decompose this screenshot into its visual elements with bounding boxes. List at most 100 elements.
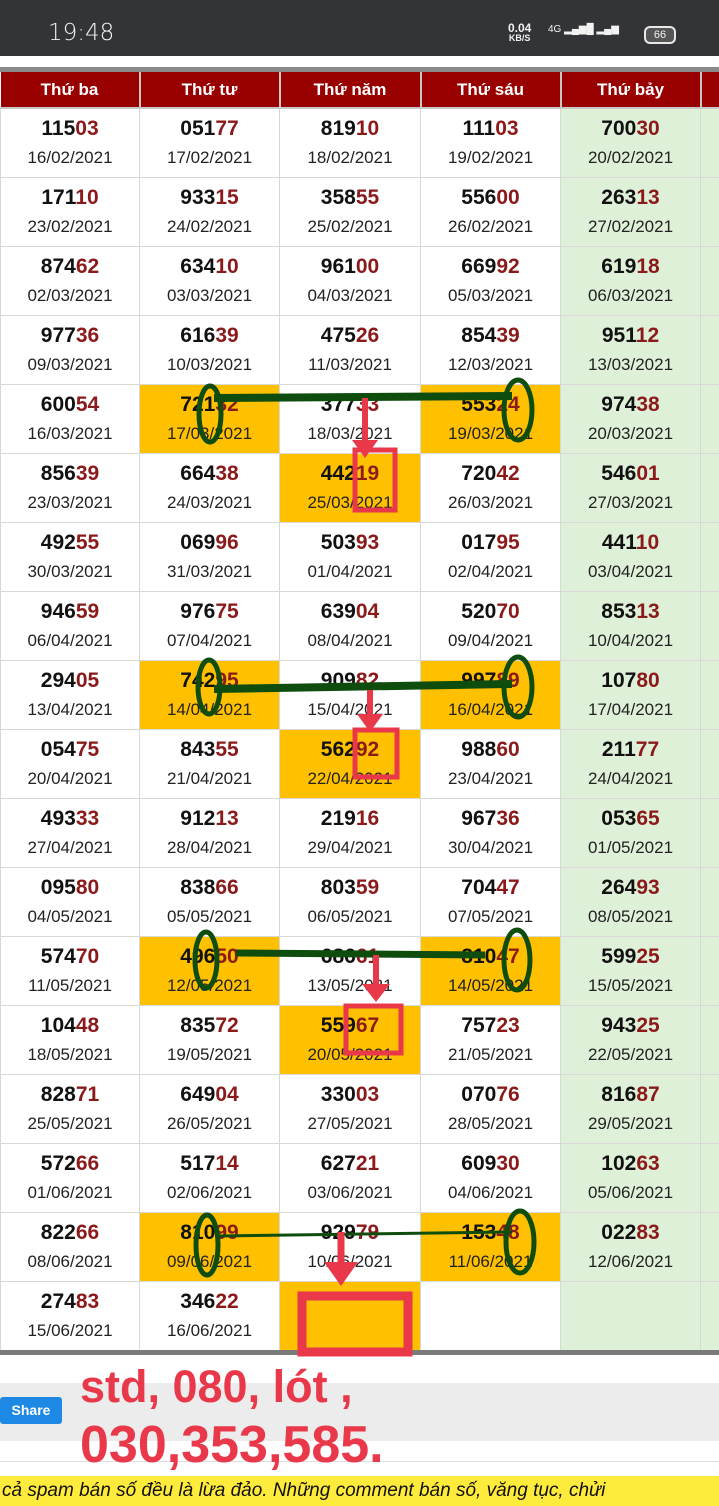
result-number: 01795: [421, 531, 560, 555]
number-head: 053: [601, 807, 637, 830]
number-tail: 03: [75, 117, 99, 141]
result-date: 07/05/2021: [447, 907, 534, 926]
number-head: 686: [320, 945, 356, 968]
result-cell: 35855 25/02/2021: [279, 176, 421, 247]
number-head: 720: [461, 462, 497, 485]
extra-cell: [700, 797, 719, 868]
result-number: 52070: [421, 600, 560, 624]
number-head: 219: [320, 807, 356, 830]
result-number: 75723: [421, 1014, 560, 1038]
result-date: 03/04/2021: [587, 562, 674, 581]
result-cell: 82266 08/06/2021: [0, 1211, 140, 1282]
number-tail: 25: [636, 945, 660, 968]
share-button[interactable]: Share: [0, 1397, 62, 1424]
number-head: 559: [320, 1014, 356, 1037]
number-tail: 47: [496, 876, 520, 899]
number-tail: 00: [496, 186, 520, 209]
number-head: 263: [601, 186, 637, 209]
result-number: 44110: [561, 531, 700, 555]
number-head: 054: [40, 738, 76, 761]
number-tail: 33: [355, 393, 380, 416]
number-head: 111: [462, 117, 496, 141]
number-head: 974: [601, 393, 637, 416]
number-tail: 72: [215, 1014, 239, 1037]
result-cell: 49255 30/03/2021: [0, 521, 140, 592]
result-number: 05177: [140, 117, 279, 141]
number-tail: 80: [75, 876, 100, 899]
number-head: 649: [180, 1083, 216, 1106]
result-cell: 26493 08/05/2021: [560, 866, 701, 937]
result-number: 26313: [561, 186, 700, 210]
number-tail: 55: [75, 531, 100, 554]
number-head: 828: [40, 1083, 76, 1106]
result-cell: 96100 04/03/2021: [279, 245, 421, 316]
number-tail: 10: [215, 255, 239, 278]
number-tail: 24: [496, 393, 520, 416]
result-cell: 80359 06/05/2021: [279, 866, 421, 937]
result-date: 08/06/2021: [27, 1252, 113, 1271]
table-row: 60054 16/03/2021 72132 17/03/2021 37733 18/03…: [0, 383, 719, 454]
divider: [0, 1350, 719, 1355]
number-tail: 14: [215, 1152, 239, 1175]
result-date: 15/06/2021: [27, 1321, 113, 1340]
result-number: 81047: [421, 945, 560, 969]
number-head: 274: [40, 1290, 76, 1313]
number-head: 988: [461, 738, 497, 761]
result-date: 17/03/2021: [166, 424, 253, 443]
result-number: 72042: [421, 462, 560, 486]
number-head: 095: [40, 876, 76, 899]
results-table: Thứ ba Thứ tư Thứ năm Thứ sáu Thứ bảy 11503 1…: [0, 72, 719, 1351]
result-date: 27/02/2021: [587, 217, 674, 236]
result-cell: 62721 03/06/2021: [279, 1142, 421, 1213]
result-cell: 11503 16/02/2021: [0, 107, 140, 178]
number-tail: 59: [75, 600, 100, 623]
result-cell: 10263 05/06/2021: [560, 1142, 701, 1213]
result-cell: [420, 1280, 561, 1351]
result-cell: 97675 07/04/2021: [139, 590, 280, 661]
number-head: 562: [320, 738, 356, 761]
number-tail: 10: [75, 186, 99, 209]
result-cell: 02283 12/06/2021: [560, 1211, 701, 1282]
number-head: 475: [320, 324, 356, 347]
result-number: 05365: [561, 807, 700, 831]
number-tail: 39: [496, 324, 520, 347]
result-cell: 82871 25/05/2021: [0, 1073, 140, 1144]
number-head: 976: [180, 600, 216, 623]
result-cell: 75723 21/05/2021: [420, 1004, 561, 1075]
result-cell: 63410 03/03/2021: [139, 245, 280, 316]
result-date: 01/04/2021: [307, 562, 393, 581]
result-cell: 85313 10/04/2021: [560, 590, 701, 661]
result-date: 10/04/2021: [587, 631, 674, 650]
result-number: 85313: [561, 600, 700, 624]
result-cell: 94325 22/05/2021: [560, 1004, 701, 1075]
result-number: 60054: [1, 393, 139, 417]
number-head: 700: [601, 117, 637, 141]
result-number: 97438: [561, 393, 700, 417]
result-date: 25/05/2021: [27, 1114, 113, 1133]
result-cell: 51714 02/06/2021: [139, 1142, 280, 1213]
result-number: 49650: [140, 945, 279, 969]
result-cell: 34622 16/06/2021: [139, 1280, 280, 1351]
battery-icon: 66: [644, 26, 676, 44]
result-number: 57470: [1, 945, 139, 969]
result-number: 10263: [561, 1152, 700, 1176]
result-cell: 11103 19/02/2021: [420, 107, 561, 178]
result-cell: 94659 06/04/2021: [0, 590, 140, 661]
number-tail: 39: [75, 462, 100, 485]
extra-cell: [700, 659, 719, 730]
result-date: 05/03/2021: [447, 286, 534, 305]
result-date: 02/04/2021: [447, 562, 534, 581]
result-date: 13/05/2021: [307, 976, 393, 995]
table-row: 27483 15/06/2021 34622 16/06/2021: [0, 1280, 719, 1351]
result-cell: 44110 03/04/2021: [560, 521, 701, 592]
notice-banner: cả spam bán số đều là lừa đảo. Những com…: [0, 1476, 719, 1506]
number-head: 619: [601, 255, 637, 278]
number-head: 838: [180, 876, 216, 899]
number-tail: 65: [636, 807, 660, 830]
share-bar: [0, 1383, 719, 1441]
result-number: 49255: [1, 531, 139, 555]
result-number: 96100: [280, 255, 420, 279]
result-number: 05475: [1, 738, 139, 762]
number-head: 721: [180, 393, 216, 416]
number-head: 874: [40, 255, 76, 278]
